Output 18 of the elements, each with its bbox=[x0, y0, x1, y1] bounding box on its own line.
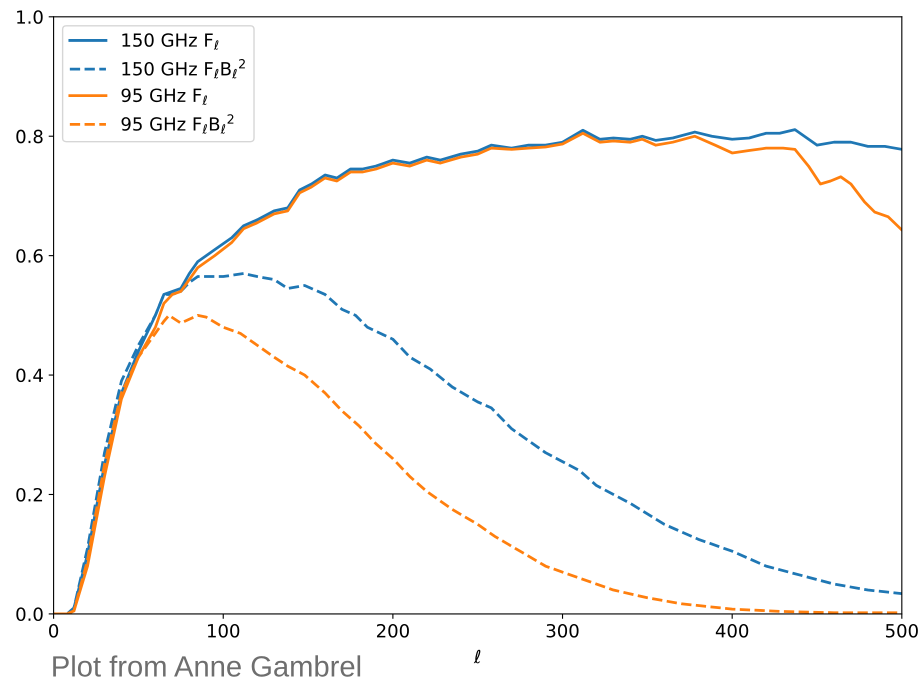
x-axis-title: ℓ bbox=[474, 650, 480, 664]
legend-label: 150 GHz F$_{ℓ}$ bbox=[122, 33, 218, 50]
y-tick-label: 0.4 bbox=[16, 368, 43, 382]
y-tick-label: 0.8 bbox=[16, 130, 43, 144]
x-tick-label: 100 bbox=[208, 624, 240, 638]
text: Plot from Anne Gambrel bbox=[53, 655, 360, 677]
x-tick-label: 500 bbox=[886, 624, 918, 638]
x-tick-label: 400 bbox=[716, 624, 748, 638]
x-tick-label: 200 bbox=[376, 624, 409, 638]
y-tick-label: 0.0 bbox=[16, 607, 43, 622]
legend-label: 95 GHz F$_{ℓ}$ bbox=[122, 88, 207, 105]
x-tick-label: 300 bbox=[546, 624, 579, 638]
y-tick-label: 0.6 bbox=[16, 249, 43, 263]
y-tick-label: 1.0 bbox=[17, 10, 43, 24]
y-tick-label: 0.2 bbox=[16, 488, 42, 502]
legend-label: 95 GHz F$_{ℓ}$B$_{ℓ}$$^{2}$ bbox=[122, 114, 234, 134]
legend-label: 150 GHz F$_{ℓ}$B$_{ℓ}$$^{2}$ bbox=[122, 59, 245, 78]
x-tick-label: 0 bbox=[49, 624, 58, 638]
